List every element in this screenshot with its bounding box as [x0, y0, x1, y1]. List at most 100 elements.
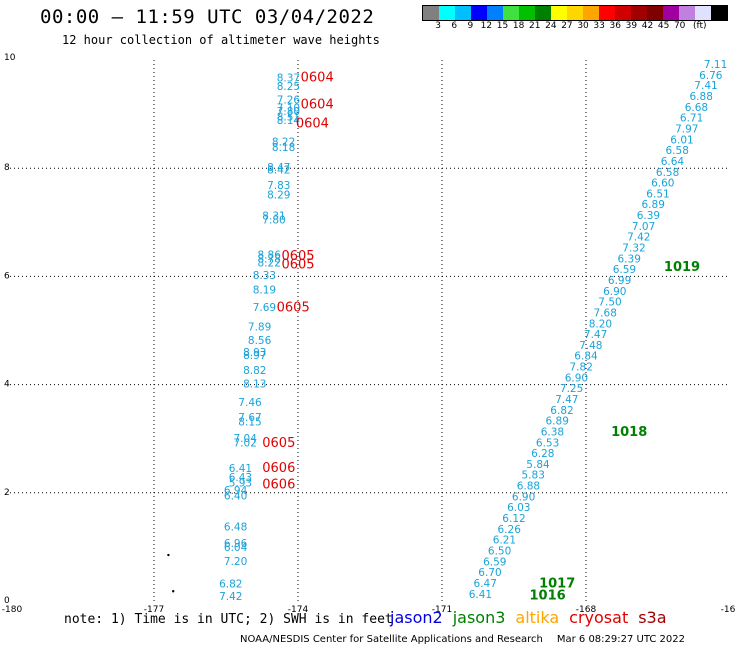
satellite-legend: jason2 jason3 altika cryosat s3a — [390, 608, 677, 627]
data-point: 6.43 — [229, 472, 252, 484]
time-label: 0604 — [301, 71, 334, 86]
x-tick-label: -174 — [288, 605, 309, 615]
data-point: 7.26 — [277, 94, 301, 106]
time-label: 1019 — [664, 260, 700, 275]
data-point: 8.47 — [267, 162, 290, 174]
x-tick-label: -180 — [2, 605, 23, 615]
y-tick-label: 0 — [4, 596, 10, 606]
color-scale-label: 27 — [561, 21, 573, 31]
footer: NOAA/NESDIS Center for Satellite Applica… — [240, 634, 685, 645]
data-point: 8.18 — [272, 142, 295, 154]
data-point: 8.42 — [267, 165, 290, 177]
data-point: 6.76 — [699, 70, 723, 82]
data-point: 7.69 — [253, 302, 276, 314]
color-swatch — [679, 6, 695, 20]
color-scale-label: 18 — [512, 21, 525, 31]
color-scale-label: 21 — [529, 21, 541, 31]
footer-timestamp: Mar 6 08:29:27 UTC 2022 — [556, 634, 685, 645]
color-scale-labels: 3 6 9 12 15 18 21 24 27 30 33 36 39 42 45 70 (ft) — [422, 21, 728, 35]
data-point: 6.48 — [224, 522, 247, 534]
time-label: 0606 — [262, 461, 295, 476]
data-point: 8.25 — [277, 81, 300, 93]
data-point: 6.51 — [646, 188, 669, 200]
color-swatch — [551, 6, 567, 20]
data-point: 7.83 — [267, 180, 290, 192]
y-tick-label: 10 — [4, 53, 16, 63]
data-point: 8.19 — [253, 285, 276, 297]
color-swatch — [663, 6, 679, 20]
color-swatch — [423, 6, 439, 20]
data-point: 6.40 — [224, 490, 247, 502]
color-swatch — [647, 6, 663, 20]
data-point: 8.86 — [258, 250, 282, 262]
color-scale-label: 9 — [467, 21, 474, 31]
data-point: 6.64 — [661, 156, 685, 168]
data-point: 6.89 — [546, 416, 569, 428]
data-point: 5.84 — [526, 459, 550, 471]
color-swatch — [695, 6, 711, 20]
data-point: 6.88 — [517, 481, 540, 493]
color-swatch — [615, 6, 631, 20]
data-point: 8.51 — [277, 112, 300, 124]
data-point: 6.12 — [502, 513, 525, 525]
color-swatch — [519, 6, 535, 20]
data-point: 6.41 — [469, 589, 492, 601]
data-point: 6.01 — [670, 134, 693, 146]
time-label: 0605 — [262, 436, 295, 451]
color-swatch — [439, 6, 455, 20]
color-swatch — [599, 6, 615, 20]
data-point: 6.60 — [651, 178, 674, 190]
color-scale-label: 3 — [435, 21, 441, 31]
x-tick-label: -171 — [432, 605, 452, 615]
x-tick-label: -16 — [721, 605, 736, 615]
data-point: 7.46 — [238, 397, 262, 409]
legend-item-jason2: jason2 — [390, 608, 443, 627]
data-point: 6.50 — [488, 545, 511, 557]
time-label: 0604 — [296, 117, 329, 132]
data-point: 6.39 — [637, 210, 660, 222]
data-point: 6.28 — [531, 448, 554, 460]
data-point: 8.37 — [277, 73, 300, 85]
data-mark — [172, 590, 175, 593]
color-scale-label: 36 — [609, 21, 621, 31]
color-scale-label: (ft) — [693, 21, 707, 31]
data-point: 8.56 — [248, 335, 272, 347]
color-scale-label: 6 — [451, 21, 458, 31]
data-point: 7.80 — [262, 214, 285, 226]
data-point: 6.99 — [608, 275, 631, 287]
data-point: 6.94 — [224, 485, 248, 497]
color-swatch — [455, 6, 471, 20]
data-point: 8.93 — [243, 347, 266, 359]
data-point: 7.82 — [570, 362, 593, 374]
x-tick-label: -168 — [576, 605, 597, 615]
data-point: 6.82 — [550, 405, 573, 417]
data-point: 7.04 — [234, 433, 258, 445]
color-swatch — [711, 6, 727, 20]
y-tick-label: 2 — [4, 488, 10, 498]
data-point: 8.22 — [272, 136, 295, 148]
data-point: 8.29 — [267, 189, 290, 201]
data-point: 7.25 — [560, 383, 583, 395]
data-point: 6.90 — [512, 491, 535, 503]
color-swatch — [567, 6, 583, 20]
data-point: 6.90 — [565, 372, 588, 384]
color-scale-bar — [422, 5, 728, 21]
color-scale-label: 30 — [577, 21, 589, 31]
data-point: 5.83 — [522, 470, 545, 482]
color-swatch — [503, 6, 519, 20]
data-point: 6.71 — [680, 113, 703, 125]
data-point: 6.90 — [603, 286, 626, 298]
color-scale-label: 24 — [545, 21, 557, 31]
color-swatch — [471, 6, 487, 20]
data-point: 6.21 — [493, 535, 516, 547]
data-point: 8.82 — [243, 365, 266, 377]
data-mark — [167, 553, 170, 557]
color-scale-label: 70 — [673, 21, 686, 31]
data-point: 6.84 — [574, 351, 598, 363]
data-point: 7.80 — [277, 106, 300, 118]
data-point: 6.96 — [224, 538, 248, 550]
x-tick-label: -177 — [144, 605, 164, 615]
note-text: note: 1) Time is in UTC; 2) SWH is in fe… — [64, 612, 393, 627]
data-point: 7.97 — [675, 123, 698, 135]
